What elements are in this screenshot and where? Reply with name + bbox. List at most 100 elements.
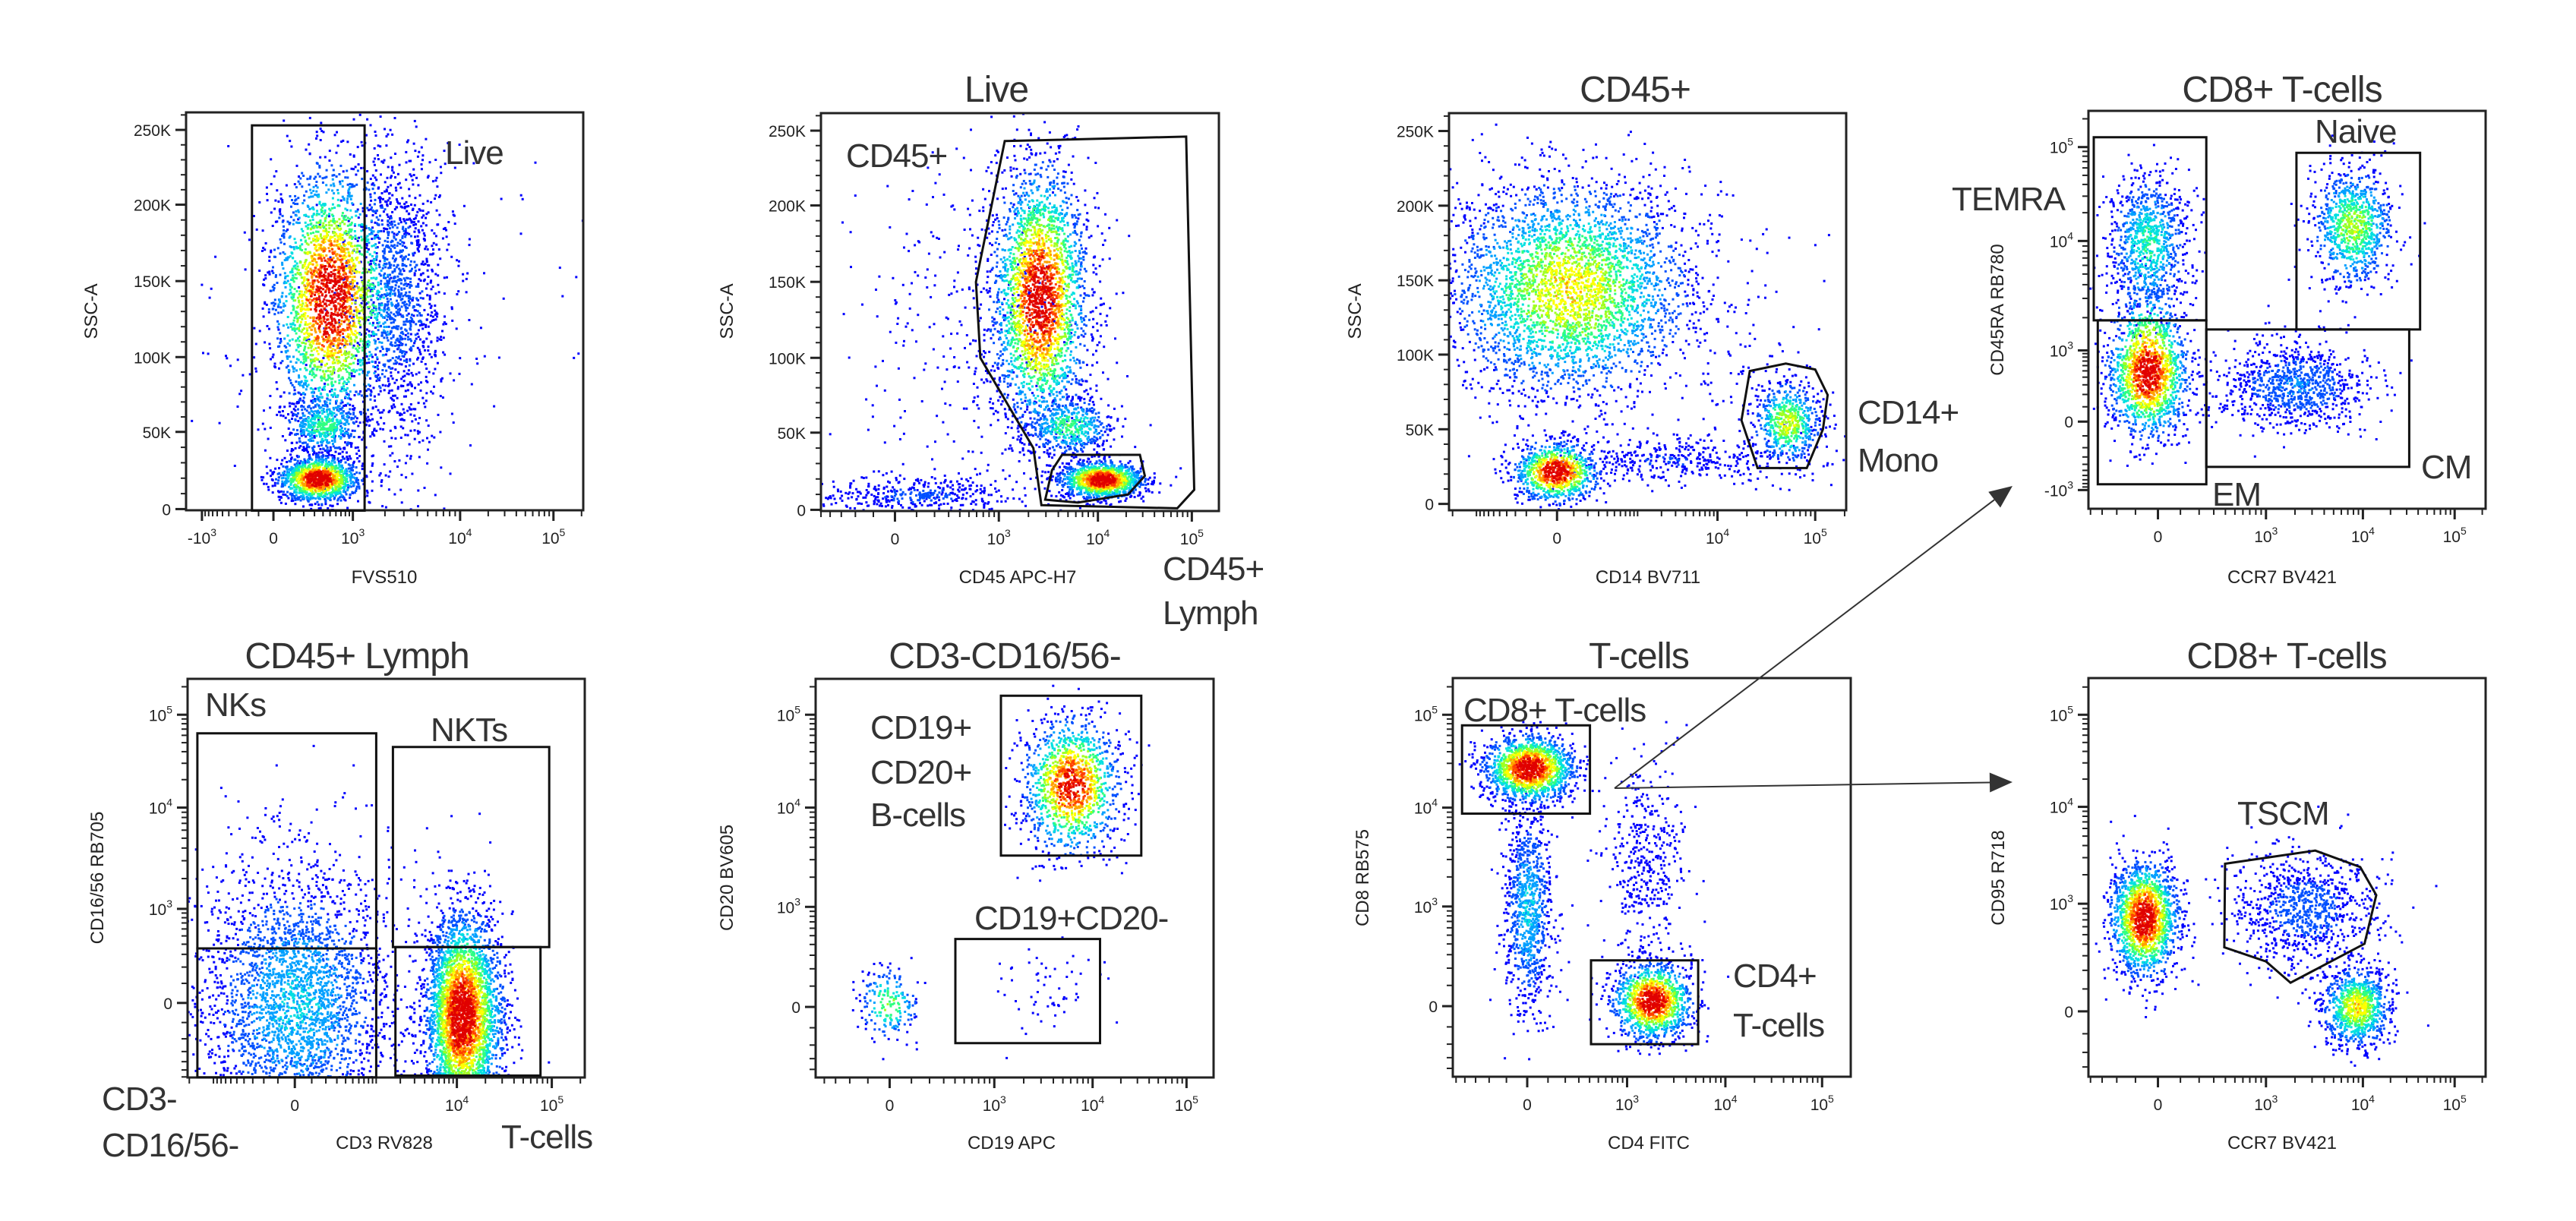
- event-dot: [276, 413, 279, 416]
- event-dot: [310, 430, 313, 433]
- event-dot: [276, 189, 279, 192]
- event-dot: [336, 339, 339, 342]
- event-dot: [300, 469, 303, 472]
- event-dot: [266, 472, 269, 475]
- event-dot: [393, 319, 396, 322]
- event-dot: [417, 184, 420, 187]
- event-dot: [336, 235, 339, 238]
- event-dot: [374, 353, 377, 356]
- event-dot: [298, 293, 301, 295]
- event-dot: [316, 134, 319, 137]
- event-dot: [361, 298, 365, 301]
- event-dot: [314, 247, 317, 250]
- event-dot: [307, 430, 310, 433]
- event-dot: [322, 491, 325, 494]
- event-dot: [326, 431, 329, 434]
- event-dot: [348, 191, 351, 194]
- event-dot: [319, 139, 322, 141]
- event-dot: [289, 453, 292, 456]
- event-dot: [298, 472, 301, 475]
- event-dot: [358, 361, 361, 364]
- event-dot: [416, 310, 419, 313]
- event-dot: [397, 371, 399, 374]
- event-dot: [339, 182, 342, 185]
- event-dot: [313, 348, 315, 351]
- event-dot: [304, 441, 307, 444]
- event-dot: [400, 315, 403, 318]
- event-dot: [311, 429, 314, 432]
- event-dot: [346, 459, 349, 462]
- event-dot: [291, 338, 294, 341]
- event-dot: [283, 229, 286, 232]
- event-dot: [255, 228, 258, 231]
- event-dot: [373, 203, 376, 206]
- event-dot: [386, 258, 389, 261]
- event-dot: [368, 289, 371, 292]
- event-dot: [376, 346, 379, 349]
- event-dot: [349, 311, 352, 314]
- event-dot: [368, 322, 371, 325]
- event-dot: [330, 465, 333, 468]
- event-dot: [407, 369, 410, 372]
- event-dot: [282, 324, 285, 327]
- event-dot: [296, 265, 299, 268]
- event-dot: [326, 410, 329, 413]
- event-dot: [382, 322, 385, 325]
- event-dot: [322, 222, 325, 225]
- event-dot: [331, 361, 334, 364]
- event-dot: [306, 469, 308, 472]
- event-dot: [398, 273, 401, 275]
- event-dot: [312, 466, 315, 469]
- event-dot: [428, 440, 431, 443]
- event-dot: [365, 243, 368, 245]
- event-dot: [300, 470, 303, 473]
- event-dot: [431, 27, 434, 30]
- event-dot: [261, 250, 264, 252]
- event-dot: [327, 467, 330, 470]
- event-dot: [469, 444, 472, 447]
- event-dot: [369, 208, 372, 211]
- event-dot: [339, 232, 342, 235]
- event-dot: [383, 227, 386, 230]
- event-dot: [283, 481, 286, 484]
- event-dot: [276, 247, 279, 250]
- event-dot: [287, 413, 289, 416]
- event-dot: [291, 276, 294, 279]
- event-dot: [316, 462, 319, 465]
- event-dot: [350, 469, 353, 472]
- event-dot: [410, 392, 413, 395]
- event-dot: [390, 301, 393, 304]
- event-dot: [374, 286, 377, 288]
- event-dot: [270, 301, 273, 304]
- event-dot: [311, 486, 314, 489]
- event-dot: [402, 256, 406, 259]
- event-dot: [298, 437, 301, 440]
- event-dot: [350, 374, 353, 377]
- event-dot: [374, 309, 377, 312]
- event-dot: [345, 357, 348, 360]
- event-dot: [329, 219, 332, 222]
- event-dot: [352, 405, 355, 407]
- event-dot: [312, 372, 315, 375]
- event-dot: [311, 324, 314, 327]
- event-dot: [387, 445, 390, 448]
- event-dot: [282, 267, 285, 270]
- event-dot: [421, 323, 424, 326]
- event-dot: [391, 367, 394, 370]
- event-dot: [294, 273, 297, 276]
- event-dot: [341, 237, 344, 240]
- event-dot: [378, 385, 381, 388]
- event-dot: [313, 431, 316, 434]
- event-dot: [339, 350, 343, 353]
- event-dot: [332, 369, 335, 372]
- event-dot: [295, 332, 298, 335]
- event-dot: [346, 472, 349, 475]
- event-dot: [577, 352, 580, 355]
- event-dot: [297, 337, 299, 340]
- event-dot: [318, 465, 321, 469]
- event-dot: [434, 292, 437, 295]
- event-dot: [441, 396, 444, 399]
- event-dot: [352, 413, 355, 416]
- event-dot: [346, 216, 349, 219]
- event-dot: [383, 336, 386, 339]
